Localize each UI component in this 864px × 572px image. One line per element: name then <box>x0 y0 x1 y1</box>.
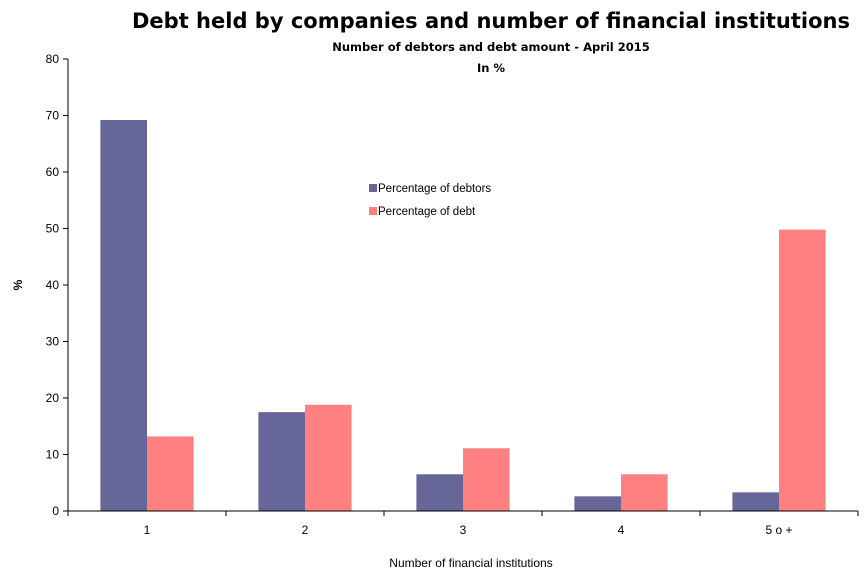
legend-label-debtors: Percentage of debtors <box>378 183 491 195</box>
bar-debt <box>779 229 826 511</box>
bar-debt <box>463 448 510 511</box>
bar-debt <box>305 404 352 511</box>
legend-swatch-debtors <box>369 184 377 192</box>
bar-debtors <box>574 496 621 511</box>
plot-area: 0 10 20 30 40 50 60 70 80 1 2 3 4 5 o + <box>46 52 859 537</box>
y-tick-label: 70 <box>46 109 60 123</box>
x-axis-label: Number of financial institutions <box>389 556 552 570</box>
y-tick-label: 30 <box>46 335 60 349</box>
y-tick-label: 20 <box>46 391 60 405</box>
y-tick-label: 10 <box>46 448 60 462</box>
x-tick-label: 3 <box>460 523 467 537</box>
legend: Percentage of debtors Percentage of debt <box>369 183 491 218</box>
y-tick-label: 50 <box>46 222 60 236</box>
bar-debtors <box>416 474 463 511</box>
x-tick-label: 2 <box>302 523 309 537</box>
y-tick-label: 40 <box>46 278 60 292</box>
y-axis-label: % <box>11 279 25 290</box>
bar-debt <box>147 436 194 511</box>
legend-swatch-debt <box>369 207 377 215</box>
chart-subtitle-unit: In % <box>477 61 505 75</box>
x-tick-label: 1 <box>144 523 151 537</box>
chart-title: Debt held by companies and number of fin… <box>132 9 850 33</box>
y-tick-label: 80 <box>46 52 60 66</box>
chart-subtitle: Number of debtors and debt amount - Apri… <box>332 40 650 54</box>
legend-label-debt: Percentage of debt <box>378 206 476 218</box>
x-tick-label: 5 o + <box>765 523 792 537</box>
bar-debt <box>621 474 668 511</box>
x-tick-label: 4 <box>618 523 625 537</box>
bar-debtors <box>100 120 147 512</box>
bar-debtors <box>258 412 305 511</box>
y-tick-label: 60 <box>46 165 60 179</box>
y-tick-label: 0 <box>52 504 59 518</box>
bar-debtors <box>732 492 779 511</box>
